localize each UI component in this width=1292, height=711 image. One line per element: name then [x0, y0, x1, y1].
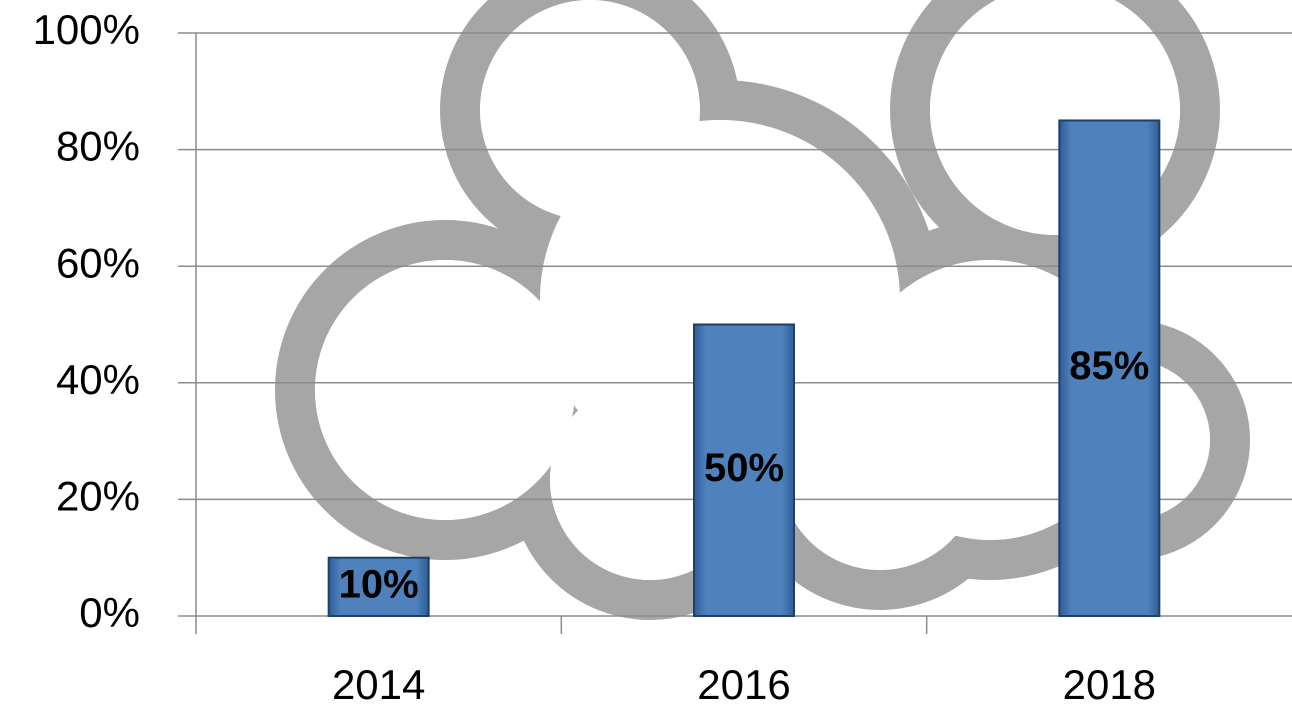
y-tick-label: 40% — [56, 356, 140, 403]
value-label: 50% — [704, 446, 784, 490]
chart: 0% 20% 40% 60% 80% 100% 2014 10% 2016 50% 2018 85% — [0, 0, 1292, 711]
value-label: 85% — [1069, 344, 1149, 388]
y-tick-label: 20% — [56, 472, 140, 519]
x-tick-label: 2014 — [332, 661, 425, 708]
x-tick-label: 2018 — [1063, 661, 1156, 708]
page: {"chart_data": {"type": "bar", "categori… — [0, 0, 1292, 711]
value-label: 10% — [339, 562, 419, 606]
y-tick-label: 0% — [79, 589, 140, 636]
y-tick-label: 80% — [56, 123, 140, 170]
x-tick-label: 2016 — [697, 661, 790, 708]
y-tick-label: 100% — [33, 6, 140, 53]
y-tick-label: 60% — [56, 239, 140, 286]
